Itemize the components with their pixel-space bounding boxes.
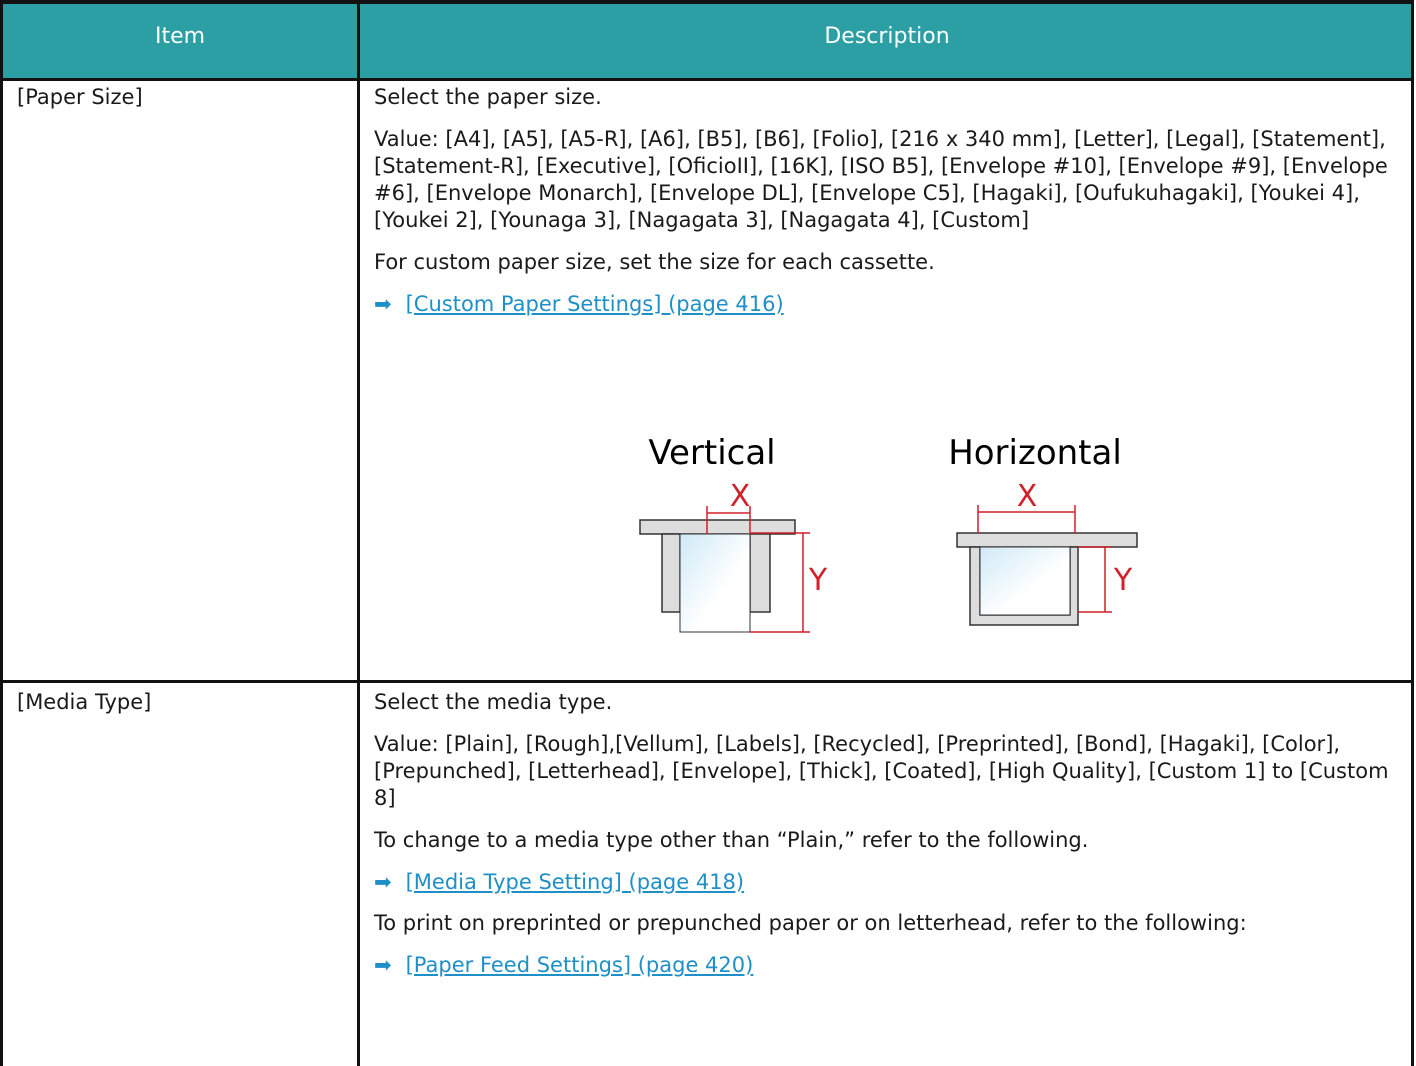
description-cell: Select the paper size. Value: [A4], [A5],… xyxy=(360,78,1410,680)
paragraph: For custom paper size, set the size for … xyxy=(374,250,935,274)
border xyxy=(1411,0,1414,1066)
paragraph: Select the paper size. xyxy=(374,85,602,109)
tray-top xyxy=(639,519,796,535)
dimension xyxy=(706,506,810,633)
link-line: ➡ [Custom Paper Settings] (page 416) xyxy=(374,291,1390,318)
link[interactable]: [Custom Paper Settings] (page 416) xyxy=(405,292,784,316)
border xyxy=(0,0,1414,4)
paragraph: Select the media type. xyxy=(374,690,613,714)
paper-figure: Vertical X Y Horizontal X Y xyxy=(639,433,1138,633)
paper xyxy=(979,546,1071,616)
paragraph: Value: [Plain], [Rough],[Vellum], [Label… xyxy=(374,732,1389,810)
link[interactable]: [Media Type Setting] (page 418) xyxy=(405,870,745,894)
paragraph: Value: [A4], [A5], [A5-R], [A6], [B5], [… xyxy=(374,127,1388,232)
tray-wall xyxy=(661,533,681,613)
link[interactable]: [Paper Feed Settings] (page 420) xyxy=(405,953,754,977)
item-cell: [Paper Size] xyxy=(17,85,143,109)
dimension-label: X xyxy=(1017,479,1038,514)
tray-top xyxy=(956,532,1138,548)
tray-wall xyxy=(749,533,771,613)
paragraph: To print on preprinted or prepunched pap… xyxy=(374,911,1247,935)
description-cell: Select the media type. Value: [Plain], [R… xyxy=(360,683,1410,1066)
figure-title: Horizontal xyxy=(948,433,1122,473)
header-item: Item xyxy=(0,0,360,78)
paragraph: To change to a media type other than “Pl… xyxy=(374,828,1089,852)
arrow-icon: ➡ xyxy=(374,870,392,894)
arrow-icon: ➡ xyxy=(374,292,392,316)
figure-title: Vertical xyxy=(648,433,775,473)
border xyxy=(0,680,1414,683)
border xyxy=(0,78,1414,81)
dimension xyxy=(977,505,1112,613)
dimension-label: X xyxy=(730,479,751,514)
dimension-label: Y xyxy=(1113,563,1133,598)
paper xyxy=(679,533,751,633)
link-line: ➡ [Paper Feed Settings] (page 420) xyxy=(374,952,1390,979)
arrow-icon: ➡ xyxy=(374,953,392,977)
border xyxy=(357,0,360,1066)
header-description: Description xyxy=(360,0,1414,78)
border xyxy=(0,0,3,1066)
item-cell: [Media Type] xyxy=(17,690,152,714)
dimension-label: Y xyxy=(808,563,828,598)
link-line: ➡ [Media Type Setting] (page 418) xyxy=(374,869,1390,896)
